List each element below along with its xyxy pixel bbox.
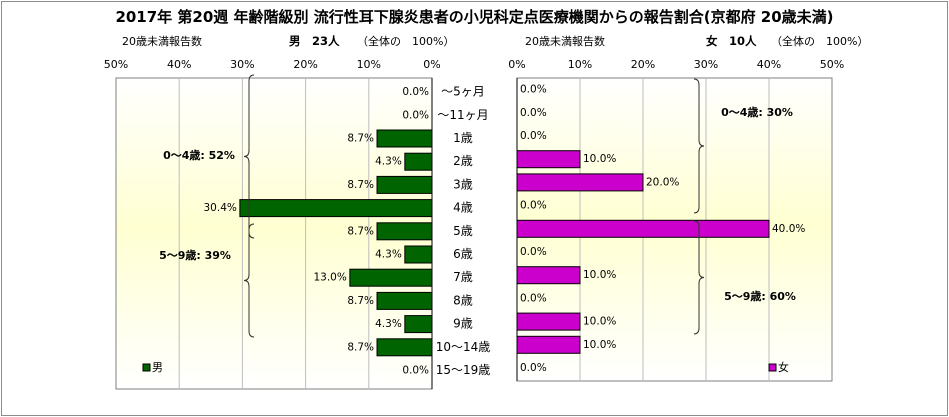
right-group-label: 5～9歳: 60% bbox=[724, 289, 796, 303]
male-bar bbox=[239, 199, 433, 218]
chart-title: 2017年 第20週 年齢階級別 流行性耳下腺炎患者の小児科定点医療機関からの報… bbox=[115, 8, 834, 26]
male-data-label: 8.7% bbox=[347, 179, 374, 191]
category-label: 8歳 bbox=[453, 293, 473, 307]
right-panel-note: （全体の 100%） bbox=[771, 35, 869, 48]
right-x-tick-label: 30% bbox=[694, 58, 718, 71]
left-group-label: 5～9歳: 39% bbox=[159, 248, 231, 262]
category-label: 4歳 bbox=[453, 201, 473, 215]
female-bar bbox=[516, 312, 581, 331]
category-label: 1歳 bbox=[453, 131, 473, 145]
female-data-label: 0.0% bbox=[520, 200, 547, 212]
category-label: 3歳 bbox=[453, 177, 473, 191]
left-group-label: 0～4歳: 52% bbox=[163, 148, 235, 162]
category-label: 10～14歳 bbox=[436, 340, 491, 354]
right-x-tick-label: 10% bbox=[568, 58, 592, 71]
legend-swatch-male bbox=[142, 363, 151, 372]
category-label: 2歳 bbox=[453, 154, 473, 168]
left-x-tick-label: 40% bbox=[167, 58, 191, 71]
male-data-label: 0.0% bbox=[402, 109, 429, 121]
female-data-label: 0.0% bbox=[520, 246, 547, 258]
male-bar bbox=[376, 291, 433, 310]
right-panel-subtitle: 20歳未満報告数 bbox=[525, 35, 605, 48]
female-data-label: 10.0% bbox=[583, 269, 616, 281]
male-bar bbox=[376, 222, 433, 241]
left-x-tick-label: 50% bbox=[104, 58, 128, 71]
category-label: 9歳 bbox=[453, 317, 473, 331]
legend-swatch-female bbox=[768, 363, 777, 372]
left-x-tick-label: 0% bbox=[423, 58, 440, 71]
right-x-tick-label: 40% bbox=[757, 58, 781, 71]
legend-label-male: 男 bbox=[152, 361, 163, 374]
left-x-tick-label: 10% bbox=[357, 58, 381, 71]
male-data-label: 4.3% bbox=[375, 156, 402, 168]
right-x-tick-label: 0% bbox=[508, 58, 525, 71]
female-data-label: 40.0% bbox=[772, 223, 805, 235]
right-panel-header: 女 10人 bbox=[706, 34, 757, 48]
female-bar bbox=[516, 173, 644, 192]
male-data-label: 30.4% bbox=[204, 202, 237, 214]
male-data-label: 8.7% bbox=[347, 295, 374, 307]
female-data-label: 20.0% bbox=[646, 176, 679, 188]
male-data-label: 8.7% bbox=[347, 341, 374, 353]
male-data-label: 0.0% bbox=[402, 86, 429, 98]
male-data-label: 4.3% bbox=[375, 249, 402, 261]
right-x-tick-label: 50% bbox=[820, 58, 844, 71]
female-data-label: 0.0% bbox=[520, 84, 547, 96]
male-bar bbox=[376, 175, 433, 194]
left-group-brace bbox=[243, 223, 255, 338]
right-group-brace bbox=[693, 78, 705, 214]
female-bar bbox=[516, 266, 581, 285]
male-data-label: 0.0% bbox=[402, 365, 429, 377]
female-data-label: 10.0% bbox=[583, 339, 616, 351]
right-group-brace bbox=[693, 220, 705, 335]
category-label: ～11ヶ月 bbox=[437, 108, 488, 122]
male-bar bbox=[404, 315, 433, 334]
category-label: 7歳 bbox=[453, 270, 473, 284]
male-data-label: 13.0% bbox=[313, 272, 346, 284]
legend-label-female: 女 bbox=[778, 360, 789, 374]
category-label: 6歳 bbox=[453, 247, 473, 261]
female-bar bbox=[516, 335, 581, 354]
male-bar bbox=[349, 268, 433, 287]
male-bar bbox=[404, 152, 433, 171]
female-data-label: 0.0% bbox=[520, 107, 547, 119]
female-data-label: 10.0% bbox=[583, 316, 616, 328]
female-data-label: 0.0% bbox=[520, 292, 547, 304]
category-label: 5歳 bbox=[453, 224, 473, 238]
female-bar bbox=[516, 219, 770, 238]
right-x-tick-label: 20% bbox=[631, 58, 655, 71]
left-x-tick-label: 20% bbox=[293, 58, 317, 71]
left-panel-note: （全体の 100%） bbox=[357, 35, 455, 48]
male-bar bbox=[376, 129, 433, 148]
left-panel-header: 男 23人 bbox=[289, 34, 340, 48]
female-data-label: 0.0% bbox=[520, 362, 547, 374]
left-x-tick-label: 30% bbox=[230, 58, 254, 71]
male-bar bbox=[404, 245, 433, 264]
female-data-label: 0.0% bbox=[520, 130, 547, 142]
category-label: ～5ヶ月 bbox=[441, 85, 485, 99]
male-data-label: 8.7% bbox=[347, 133, 374, 145]
male-data-label: 8.7% bbox=[347, 225, 374, 237]
male-data-label: 4.3% bbox=[375, 318, 402, 330]
right-group-label: 0～4歳: 30% bbox=[721, 105, 793, 119]
male-bar bbox=[376, 338, 433, 357]
female-data-label: 10.0% bbox=[583, 153, 616, 165]
category-label: 15～19歳 bbox=[436, 363, 491, 377]
left-panel-subtitle: 20歳未満報告数 bbox=[122, 35, 202, 48]
female-bar bbox=[516, 150, 581, 169]
